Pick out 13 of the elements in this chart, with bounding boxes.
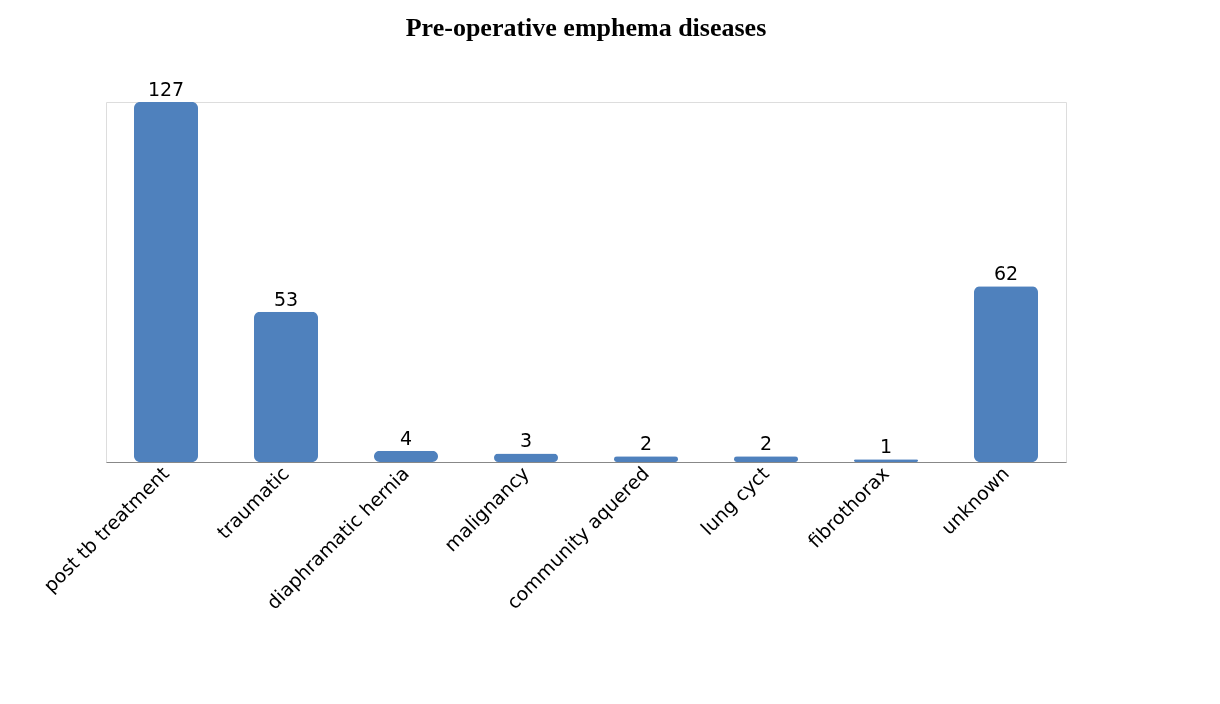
bar	[254, 311, 318, 462]
data-label: 2	[759, 432, 773, 455]
data-label: 1	[879, 435, 893, 458]
bar	[134, 102, 198, 462]
data-label: 4	[399, 426, 413, 449]
bar	[974, 286, 1038, 462]
data-label: 127	[147, 78, 185, 100]
data-label: 3	[519, 429, 533, 452]
data-label: 2	[639, 432, 653, 455]
data-label: 53	[273, 287, 299, 310]
bar	[374, 450, 438, 462]
data-label: 62	[993, 262, 1019, 285]
chart-title: Pre-operative emphema diseases	[405, 13, 767, 42]
